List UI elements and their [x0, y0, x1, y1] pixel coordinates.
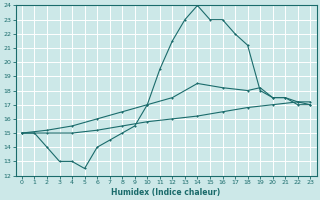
X-axis label: Humidex (Indice chaleur): Humidex (Indice chaleur) — [111, 188, 221, 197]
